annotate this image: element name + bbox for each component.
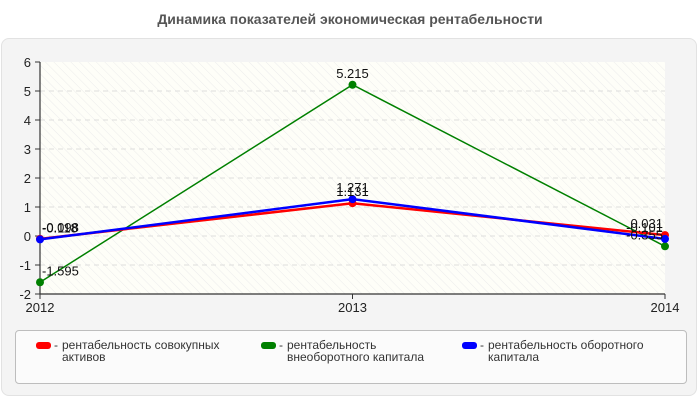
y-tick-label: -2 (19, 287, 31, 302)
legend-swatch-blue (462, 342, 477, 349)
data-label: 1.271 (336, 180, 369, 195)
data-label: -0.098 (42, 220, 79, 235)
legend-label: рентабельность оборотного капитала (488, 338, 644, 364)
legend-item-working-capital: - рентабельность оборотного капитала (462, 339, 678, 363)
line-chart: -2 -1 0 1 2 3 4 5 6 2012 2013 2014 -1.595 5.215 -0.35… (19, 55, 679, 315)
y-tick-label: 6 (24, 55, 31, 70)
legend-item-total-assets: - рентабельность совокупных активов (36, 339, 252, 363)
y-tick-label: 2 (24, 171, 31, 186)
x-tick-label: 2014 (651, 300, 680, 315)
x-tick-label: 2012 (26, 300, 55, 315)
axes: -2 -1 0 1 2 3 4 5 6 2012 2013 2014 (19, 55, 679, 315)
y-tick-label: 0 (24, 229, 31, 244)
legend-label: рентабельность совокупных активов (62, 338, 220, 364)
data-point[interactable] (661, 242, 669, 251)
data-point[interactable] (36, 235, 44, 244)
y-tick-label: 3 (24, 142, 31, 157)
data-labels: -1.595 5.215 -0.355 -0.098 1.131 0.031 -0.118 1… (42, 66, 663, 278)
plot-area (40, 62, 665, 294)
data-label: -1.595 (42, 263, 79, 278)
data-point[interactable] (348, 195, 357, 204)
data-label: 0.031 (630, 216, 663, 231)
data-label: 5.215 (336, 66, 369, 81)
x-tick-label: 2013 (338, 300, 367, 315)
y-tick-label: 5 (24, 84, 31, 99)
data-point[interactable] (661, 234, 669, 243)
data-point[interactable] (348, 80, 357, 89)
y-tick-label: 1 (24, 200, 31, 215)
legend-item-noncurrent-capital: - рентабельность внеоборотного капитала (261, 339, 447, 363)
data-label: -0.118 (42, 220, 78, 235)
data-point[interactable] (36, 278, 44, 287)
y-tick-label: -1 (19, 258, 31, 273)
data-label: -0.355 (626, 227, 663, 242)
y-tick-label: 4 (24, 113, 31, 128)
data-label: -0.101 (626, 220, 663, 235)
legend-swatch-green (261, 342, 276, 349)
chart-title: Динамика показателей экономическая рента… (157, 11, 543, 27)
series-lines (36, 80, 669, 287)
legend-swatch-red (36, 342, 51, 349)
legend-label: рентабельность внеоборотного капитала (287, 338, 424, 364)
legend: - рентабельность совокупных активов - ре… (15, 330, 687, 384)
data-label: 1.131 (336, 184, 369, 199)
